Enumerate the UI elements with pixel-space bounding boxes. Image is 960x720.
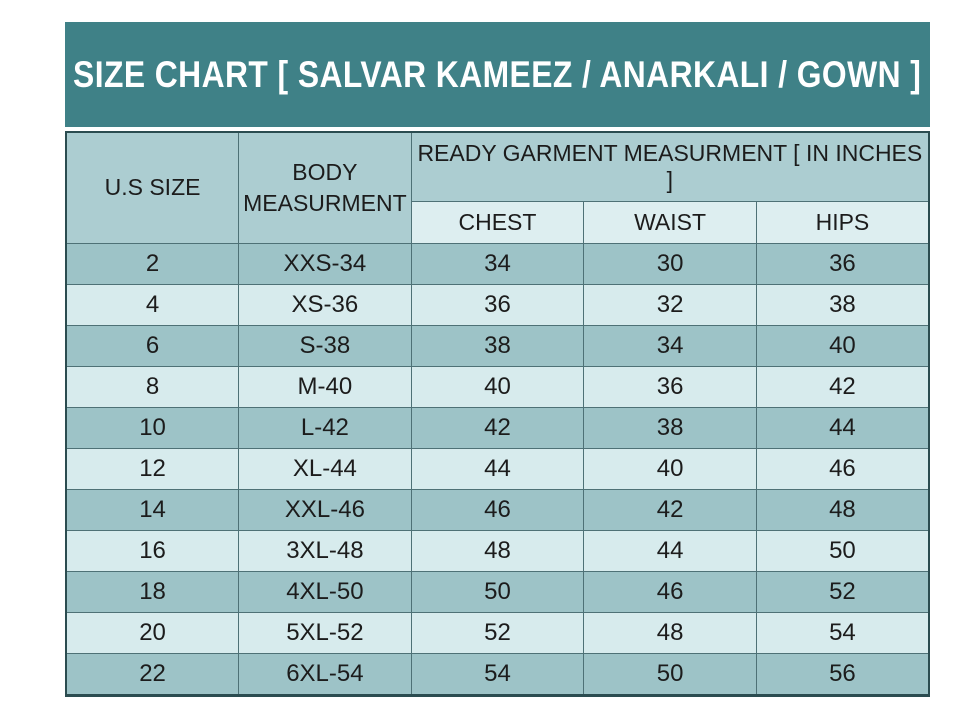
cell-hips: 56 — [755, 653, 930, 696]
table-row: 6 S-38 38 34 40 — [65, 325, 930, 367]
cell-waist: 46 — [583, 571, 757, 613]
cell-body-measurment: 4XL-50 — [238, 571, 412, 613]
col-header-ready-garment: READY GARMENT MEASURMENT [ IN INCHES ] — [410, 131, 930, 202]
col-header-chest: CHEST — [410, 201, 585, 244]
table-row: 4 XS-36 36 32 38 — [65, 284, 930, 326]
cell-us-size: 18 — [65, 571, 240, 613]
cell-body-measurment: M-40 — [238, 366, 412, 408]
cell-hips: 44 — [755, 407, 930, 449]
cell-hips: 36 — [755, 243, 930, 285]
cell-waist: 34 — [583, 325, 757, 367]
cell-hips: 40 — [755, 325, 930, 367]
cell-us-size: 4 — [65, 284, 240, 326]
header-row-main: U.S SIZE BODY MEASURMENT READY GARMENT M… — [65, 131, 930, 244]
cell-waist: 50 — [583, 653, 757, 696]
cell-hips: 42 — [755, 366, 930, 408]
cell-chest: 44 — [410, 448, 585, 490]
cell-hips: 48 — [755, 489, 930, 531]
cell-waist: 38 — [583, 407, 757, 449]
cell-us-size: 20 — [65, 612, 240, 654]
size-table-header: U.S SIZE BODY MEASURMENT READY GARMENT M… — [65, 131, 930, 244]
cell-hips: 50 — [755, 530, 930, 572]
cell-hips: 52 — [755, 571, 930, 613]
table-row: 16 3XL-48 48 44 50 — [65, 530, 930, 572]
cell-us-size: 2 — [65, 243, 240, 285]
cell-us-size: 10 — [65, 407, 240, 449]
table-row: 22 6XL-54 54 50 56 — [65, 653, 930, 696]
cell-chest: 48 — [410, 530, 585, 572]
table-row: 18 4XL-50 50 46 52 — [65, 571, 930, 613]
cell-us-size: 16 — [65, 530, 240, 572]
cell-waist: 36 — [583, 366, 757, 408]
table-row: 20 5XL-52 52 48 54 — [65, 612, 930, 654]
cell-waist: 44 — [583, 530, 757, 572]
cell-chest: 54 — [410, 653, 585, 696]
cell-us-size: 14 — [65, 489, 240, 531]
cell-waist: 32 — [583, 284, 757, 326]
cell-chest: 34 — [410, 243, 585, 285]
cell-chest: 40 — [410, 366, 585, 408]
cell-body-measurment: L-42 — [238, 407, 412, 449]
cell-waist: 42 — [583, 489, 757, 531]
col-header-us-size: U.S SIZE — [65, 131, 240, 244]
cell-us-size: 22 — [65, 653, 240, 696]
table-row: 12 XL-44 44 40 46 — [65, 448, 930, 490]
cell-chest: 38 — [410, 325, 585, 367]
cell-hips: 46 — [755, 448, 930, 490]
cell-body-measurment: 5XL-52 — [238, 612, 412, 654]
col-header-waist: WAIST — [583, 201, 757, 244]
size-table: U.S SIZE BODY MEASURMENT READY GARMENT M… — [65, 131, 930, 697]
cell-body-measurment: XXL-46 — [238, 489, 412, 531]
chart-title-band: SIZE CHART [ SALVAR KAMEEZ / ANARKALI / … — [65, 22, 930, 127]
cell-waist: 30 — [583, 243, 757, 285]
table-row: 10 L-42 42 38 44 — [65, 407, 930, 449]
table-row: 14 XXL-46 46 42 48 — [65, 489, 930, 531]
cell-waist: 48 — [583, 612, 757, 654]
cell-chest: 36 — [410, 284, 585, 326]
col-header-body-measurment: BODY MEASURMENT — [238, 131, 412, 244]
cell-chest: 46 — [410, 489, 585, 531]
cell-body-measurment: XXS-34 — [238, 243, 412, 285]
cell-chest: 42 — [410, 407, 585, 449]
table-row: 2 XXS-34 34 30 36 — [65, 243, 930, 285]
cell-body-measurment: XS-36 — [238, 284, 412, 326]
cell-body-measurment: XL-44 — [238, 448, 412, 490]
col-header-hips: HIPS — [755, 201, 930, 244]
cell-chest: 50 — [410, 571, 585, 613]
cell-us-size: 6 — [65, 325, 240, 367]
cell-waist: 40 — [583, 448, 757, 490]
cell-hips: 38 — [755, 284, 930, 326]
cell-body-measurment: 3XL-48 — [238, 530, 412, 572]
cell-us-size: 8 — [65, 366, 240, 408]
cell-hips: 54 — [755, 612, 930, 654]
table-row: 8 M-40 40 36 42 — [65, 366, 930, 408]
chart-title: SIZE CHART [ SALVAR KAMEEZ / ANARKALI / … — [73, 53, 922, 95]
size-chart-image: SIZE CHART [ SALVAR KAMEEZ / ANARKALI / … — [65, 22, 930, 697]
size-table-body: 2 XXS-34 34 30 36 4 XS-36 36 32 38 6 S-38 38 34 40 8 M-4… — [65, 243, 930, 696]
header-row-sub: CHEST WAIST HIPS — [66, 201, 930, 244]
cell-body-measurment: 6XL-54 — [238, 653, 412, 696]
cell-chest: 52 — [410, 612, 585, 654]
cell-us-size: 12 — [65, 448, 240, 490]
cell-body-measurment: S-38 — [238, 325, 412, 367]
